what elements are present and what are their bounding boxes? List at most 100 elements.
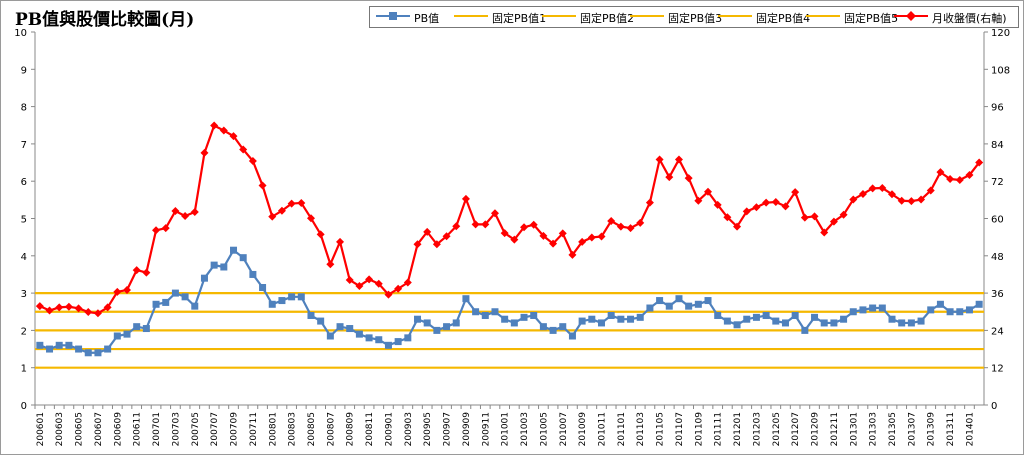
pb-point — [820, 319, 828, 327]
x-tick-label: 201307 — [907, 412, 917, 446]
pb-point — [433, 326, 441, 334]
pb-point — [336, 323, 344, 331]
x-tick-label: 200807 — [326, 412, 336, 446]
price-point — [258, 181, 267, 190]
price-point — [674, 155, 683, 164]
x-tick-label: 200709 — [230, 412, 240, 447]
y2-tick-label: 72 — [991, 177, 1004, 188]
y-tick-label: 4 — [21, 252, 27, 263]
price-point — [529, 220, 538, 229]
price-point — [122, 285, 131, 294]
x-tick-label: 201103 — [636, 412, 646, 446]
price-point — [829, 217, 838, 226]
x-tick-label: 201309 — [927, 412, 937, 447]
x-tick-label: 201305 — [888, 412, 898, 446]
x-tick-label: 201107 — [675, 412, 685, 446]
y2-tick-label: 0 — [991, 401, 997, 412]
price-point — [820, 228, 829, 237]
legend-label-fixed-4: 固定PB值4 — [756, 12, 811, 25]
price-point — [384, 290, 393, 299]
price-point — [93, 309, 102, 318]
pb-point — [791, 311, 799, 319]
price-point — [394, 284, 403, 293]
price-point — [84, 308, 93, 317]
x-tick-label: 201005 — [539, 412, 549, 446]
x-tick-label: 200601 — [36, 412, 46, 446]
price-point — [461, 194, 470, 203]
axes-layer: 0123456789100122436486072849610812020060… — [14, 28, 1010, 446]
pb-point — [849, 308, 857, 316]
x-tick-label: 200801 — [268, 412, 278, 446]
x-tick-label: 201303 — [869, 412, 879, 446]
price-point — [152, 226, 161, 235]
x-tick-label: 201009 — [578, 412, 588, 447]
price-point — [229, 132, 238, 141]
x-tick-label: 200711 — [249, 412, 259, 446]
price-point — [219, 126, 228, 135]
price-point — [597, 232, 606, 241]
pb-point — [55, 341, 63, 349]
price-point — [936, 168, 945, 177]
pb-point — [781, 319, 789, 327]
price-point — [733, 222, 742, 231]
x-tick-label: 201207 — [791, 412, 801, 446]
pb-point — [801, 326, 809, 334]
price-point — [520, 223, 529, 232]
price-point — [607, 216, 616, 225]
pb-point — [927, 306, 935, 314]
y2-tick-label: 60 — [991, 215, 1004, 226]
pb-point — [830, 319, 838, 327]
price-series-layer — [35, 121, 984, 318]
y-tick-label: 10 — [14, 28, 27, 39]
pb-point — [75, 345, 83, 353]
price-point — [55, 303, 64, 312]
pb-point — [685, 302, 693, 310]
pb-point — [694, 300, 702, 308]
price-point — [800, 213, 809, 222]
x-tick-label: 201003 — [520, 412, 530, 446]
pb-point — [510, 319, 518, 327]
x-tick-label: 201301 — [849, 412, 859, 446]
x-tick-label: 200701 — [152, 412, 162, 446]
y-tick-label: 0 — [21, 401, 27, 412]
price-point — [413, 240, 422, 249]
pb-point — [414, 315, 422, 323]
pb-point — [530, 311, 538, 319]
price-point — [74, 304, 83, 313]
pb-point — [946, 308, 954, 316]
x-tick-label: 201401 — [965, 412, 975, 446]
price-point — [103, 303, 112, 312]
price-point — [771, 198, 780, 207]
price-point — [200, 148, 209, 157]
legend-fixed-1-swatch — [454, 15, 488, 17]
x-tick-label: 201105 — [656, 412, 666, 446]
price-point — [636, 218, 645, 227]
price-point — [423, 227, 432, 236]
pb-point — [307, 311, 315, 319]
pb-point — [268, 300, 276, 308]
pb-point — [597, 319, 605, 327]
price-point — [558, 229, 567, 238]
legend-label-price: 月收盤價(右軸) — [932, 12, 1007, 25]
price-point — [810, 212, 819, 221]
pb-point — [239, 254, 247, 262]
price-point — [888, 190, 897, 199]
pb-point — [65, 341, 73, 349]
price-series-line — [39, 124, 981, 315]
pb-point — [384, 341, 392, 349]
price-point — [355, 281, 364, 290]
legend-label-fixed-5: 固定PB值5 — [844, 12, 899, 25]
pb-point — [181, 293, 189, 301]
x-tick-label: 201205 — [772, 412, 782, 446]
pb-point — [917, 317, 925, 325]
x-tick-label: 200903 — [404, 412, 414, 446]
pb-point — [859, 306, 867, 314]
x-tick-label: 200611 — [133, 412, 143, 446]
pb-point — [355, 330, 363, 338]
price-point — [587, 233, 596, 242]
y-tick-label: 5 — [21, 215, 27, 226]
price-point — [239, 145, 248, 154]
price-point — [64, 302, 73, 311]
price-point — [442, 232, 451, 241]
pb-point — [656, 297, 664, 305]
